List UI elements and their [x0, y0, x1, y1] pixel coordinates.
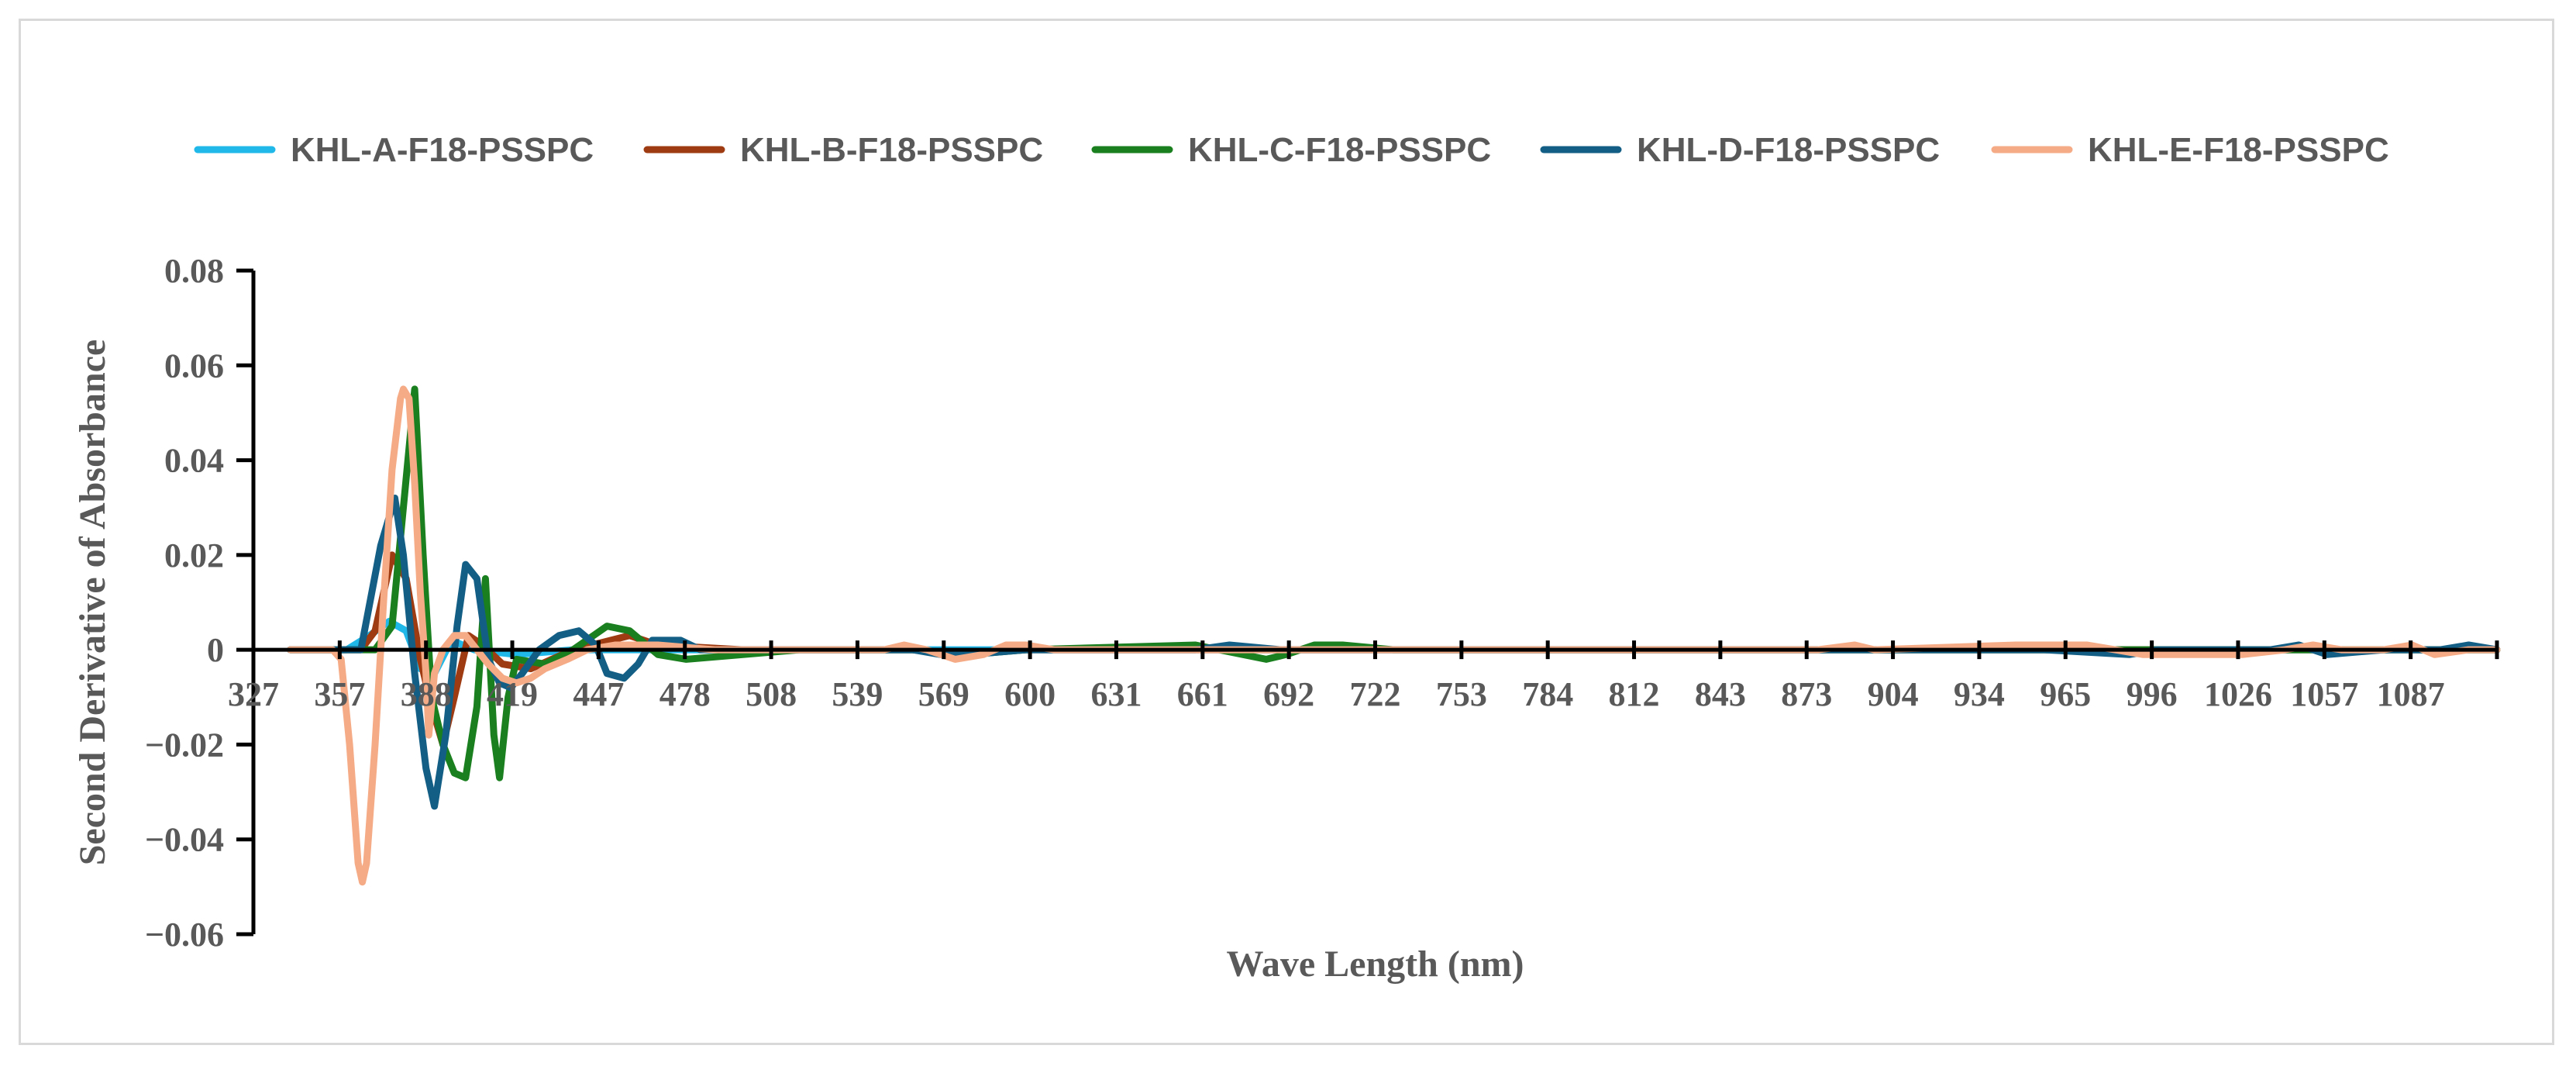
legend-label-5: KHL-E-F18-PSSPC [2088, 131, 2389, 169]
x-tick-label: 419 [487, 675, 538, 713]
x-tick-label: 784 [1522, 675, 1573, 713]
x-tick-label: 904 [1868, 675, 1919, 713]
y-tick-label: 0.02 [164, 536, 224, 574]
x-tick-label: 478 [659, 675, 711, 713]
x-tick-label: 843 [1695, 675, 1746, 713]
chart-svg: KHL-A-F18-PSSPC KHL-B-F18-PSSPC KHL-C-F18-… [72, 131, 2501, 985]
y-axis-title: Second Derivative of Absorbance [72, 340, 113, 866]
x-tick-label: 965 [2040, 675, 2091, 713]
x-tick-label: 1026 [2204, 675, 2272, 713]
x-tick-label: 569 [918, 675, 969, 713]
x-tick-label: 327 [228, 675, 279, 713]
x-tick-label: 600 [1004, 675, 1056, 713]
x-tick-label: 388 [401, 675, 452, 713]
x-tick-label: 661 [1177, 675, 1228, 713]
y-tick-label: −0.02 [145, 726, 224, 764]
x-tick-label: 934 [1954, 675, 2005, 713]
axes: −0.06 −0.04 −0.02 0 0.02 0.04 0.06 0.08 327 357 38… [145, 252, 2499, 954]
legend: KHL-A-F18-PSSPC KHL-B-F18-PSSPC KHL-C-F18-… [194, 131, 2389, 169]
x-tick-label: 631 [1090, 675, 1142, 713]
y-tick-label: −0.06 [145, 916, 224, 954]
y-tick-label: 0.08 [164, 252, 224, 290]
legend-label-4: KHL-D-F18-PSSPC [1637, 131, 1940, 169]
x-tick-label: 996 [2127, 675, 2178, 713]
y-tick-label: 0 [207, 631, 224, 669]
x-tick-label: 812 [1609, 675, 1660, 713]
x-tick-label: 447 [573, 675, 624, 713]
x-tick-label: 508 [746, 675, 797, 713]
series-line-3 [287, 385, 2501, 781]
x-tick-label: 357 [314, 675, 365, 713]
legend-label-1: KHL-A-F18-PSSPC [291, 131, 594, 169]
x-tick-label: 1087 [2377, 675, 2445, 713]
series-line-5 [287, 385, 2501, 886]
x-tick-label: 722 [1350, 675, 1401, 713]
x-axis-title: Wave Length (nm) [1227, 944, 1524, 985]
chart-frame: KHL-A-F18-PSSPC KHL-B-F18-PSSPC KHL-C-F18-… [19, 19, 2554, 1045]
x-tick-label: 692 [1263, 675, 1314, 713]
legend-label-3: KHL-C-F18-PSSPC [1188, 131, 1491, 169]
y-tick-label: −0.04 [145, 821, 224, 859]
plot-lines [287, 385, 2501, 886]
x-tick-label: 873 [1781, 675, 1832, 713]
x-tick-label: 539 [832, 675, 883, 713]
legend-label-2: KHL-B-F18-PSSPC [740, 131, 1043, 169]
x-tick-label: 753 [1436, 675, 1487, 713]
x-tick-label: 1057 [2290, 675, 2358, 713]
y-tick-label: 0.06 [164, 347, 224, 385]
y-tick-label: 0.04 [164, 442, 224, 480]
